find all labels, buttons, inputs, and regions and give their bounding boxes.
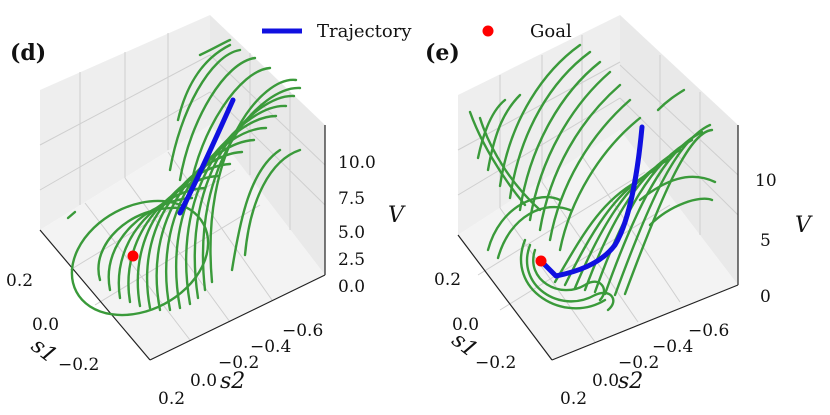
contour-d-19 (198, 38, 232, 57)
contour-e-18 (498, 43, 582, 188)
d-ylabel: s2 (220, 369, 245, 394)
back-pane-left-e (458, 15, 620, 235)
contour-d-22 (243, 148, 302, 257)
contour-e-17 (508, 50, 592, 200)
contour-d-18 (176, 43, 232, 122)
e-z-tick-1: 5 (760, 231, 771, 251)
legend-trajectory-label: Trajectory (317, 21, 412, 42)
legend-goal-swatch (482, 25, 494, 37)
e-panel-label: (e) (425, 40, 460, 66)
trajectory-d (177, 97, 236, 216)
contour-e-12 (558, 116, 642, 252)
goal-marker-d (127, 250, 139, 262)
d-panel-label: (d) (10, 40, 46, 66)
trajectory-e (538, 124, 645, 279)
e-s1-tick-1: 0.0 (452, 315, 479, 335)
contour-e-22 (478, 116, 542, 212)
contour-d-20 (66, 210, 77, 220)
e-z-tick-0: 10 (755, 171, 777, 191)
contour-e-20 (476, 98, 507, 160)
d-s2-tick-0: 0.2 (158, 389, 185, 409)
d-s1-tick-1: 0.0 (32, 315, 59, 335)
d-s2-tick-2: −0.2 (218, 353, 259, 373)
d-s2-tick-3: −0.4 (250, 337, 291, 357)
e-s2-tick-3: −0.4 (652, 337, 693, 357)
contour-d-8 (155, 138, 256, 312)
contour-e-23 (486, 195, 562, 252)
contour-d-3 (107, 196, 194, 292)
contour-e-26 (648, 197, 714, 227)
e-s2-tick-1: 0.0 (592, 371, 619, 391)
contour-d-14 (209, 78, 298, 284)
contour-e-16 (518, 60, 602, 212)
legend: Trajectory Goal (262, 21, 572, 42)
legend-goal-label: Goal (530, 21, 572, 42)
contour-e-2 (525, 243, 615, 312)
d-z-tick-0: 10.0 (338, 153, 376, 173)
d-s1-tick-0: 0.2 (6, 271, 33, 291)
e-s2-tick-4: −0.6 (688, 321, 729, 341)
contour-d-15 (188, 66, 272, 192)
contour-e-19 (486, 93, 522, 172)
panel-d: 0.2 0.0 −0.2 0.2 0.0 −0.2 −0.4 −0.6 10.0… (6, 15, 406, 409)
contour-d-12 (193, 94, 296, 300)
e-s2-tick-2: −0.2 (618, 353, 659, 373)
contour-d-11 (184, 104, 288, 306)
d-xlabel: s1 (26, 333, 61, 368)
contours-e (468, 43, 717, 312)
e-zlabel: V (795, 213, 813, 238)
contour-e-13 (548, 98, 632, 242)
contour-e-3 (519, 238, 607, 310)
e-ylabel: s2 (618, 369, 643, 394)
floor-pane-e (458, 130, 738, 360)
contour-e-10 (613, 123, 712, 297)
contour-e-1 (532, 248, 606, 302)
contour-e-21 (468, 110, 527, 207)
d-z-tick-4: 0.0 (338, 277, 365, 297)
e-s1-tick-2: −0.2 (475, 353, 516, 373)
contour-e-25 (638, 175, 717, 202)
contour-e-24 (496, 205, 572, 260)
e-s2-tick-0: 0.2 (560, 389, 587, 409)
e-s1-tick-0: 0.2 (434, 270, 461, 290)
contour-e-27 (656, 88, 686, 112)
contour-e-11 (623, 128, 714, 296)
contour-d-16 (178, 56, 257, 182)
d-zlabel: V (388, 203, 406, 228)
contour-d-21 (230, 148, 282, 272)
panel-e: 0.2 0.0 −0.2 0.2 0.0 −0.2 −0.4 −0.6 10 5… (425, 15, 813, 409)
d-s2-tick-1: 0.0 (190, 371, 217, 391)
d-s2-tick-4: −0.6 (282, 321, 323, 341)
back-pane-right (210, 15, 325, 275)
d-s1-tick-2: −0.2 (58, 355, 99, 375)
contour-d-17 (168, 48, 242, 172)
contour-e-4 (553, 178, 642, 284)
contour-d-9 (164, 126, 268, 312)
d-z-tick-1: 7.5 (338, 189, 365, 209)
d-z-tick-3: 2.5 (338, 250, 365, 270)
d-z-tick-2: 5.0 (338, 223, 365, 243)
e-z-tick-2: 0 (760, 287, 771, 307)
contour-d-2 (97, 206, 182, 282)
goal-marker-e (535, 255, 547, 267)
